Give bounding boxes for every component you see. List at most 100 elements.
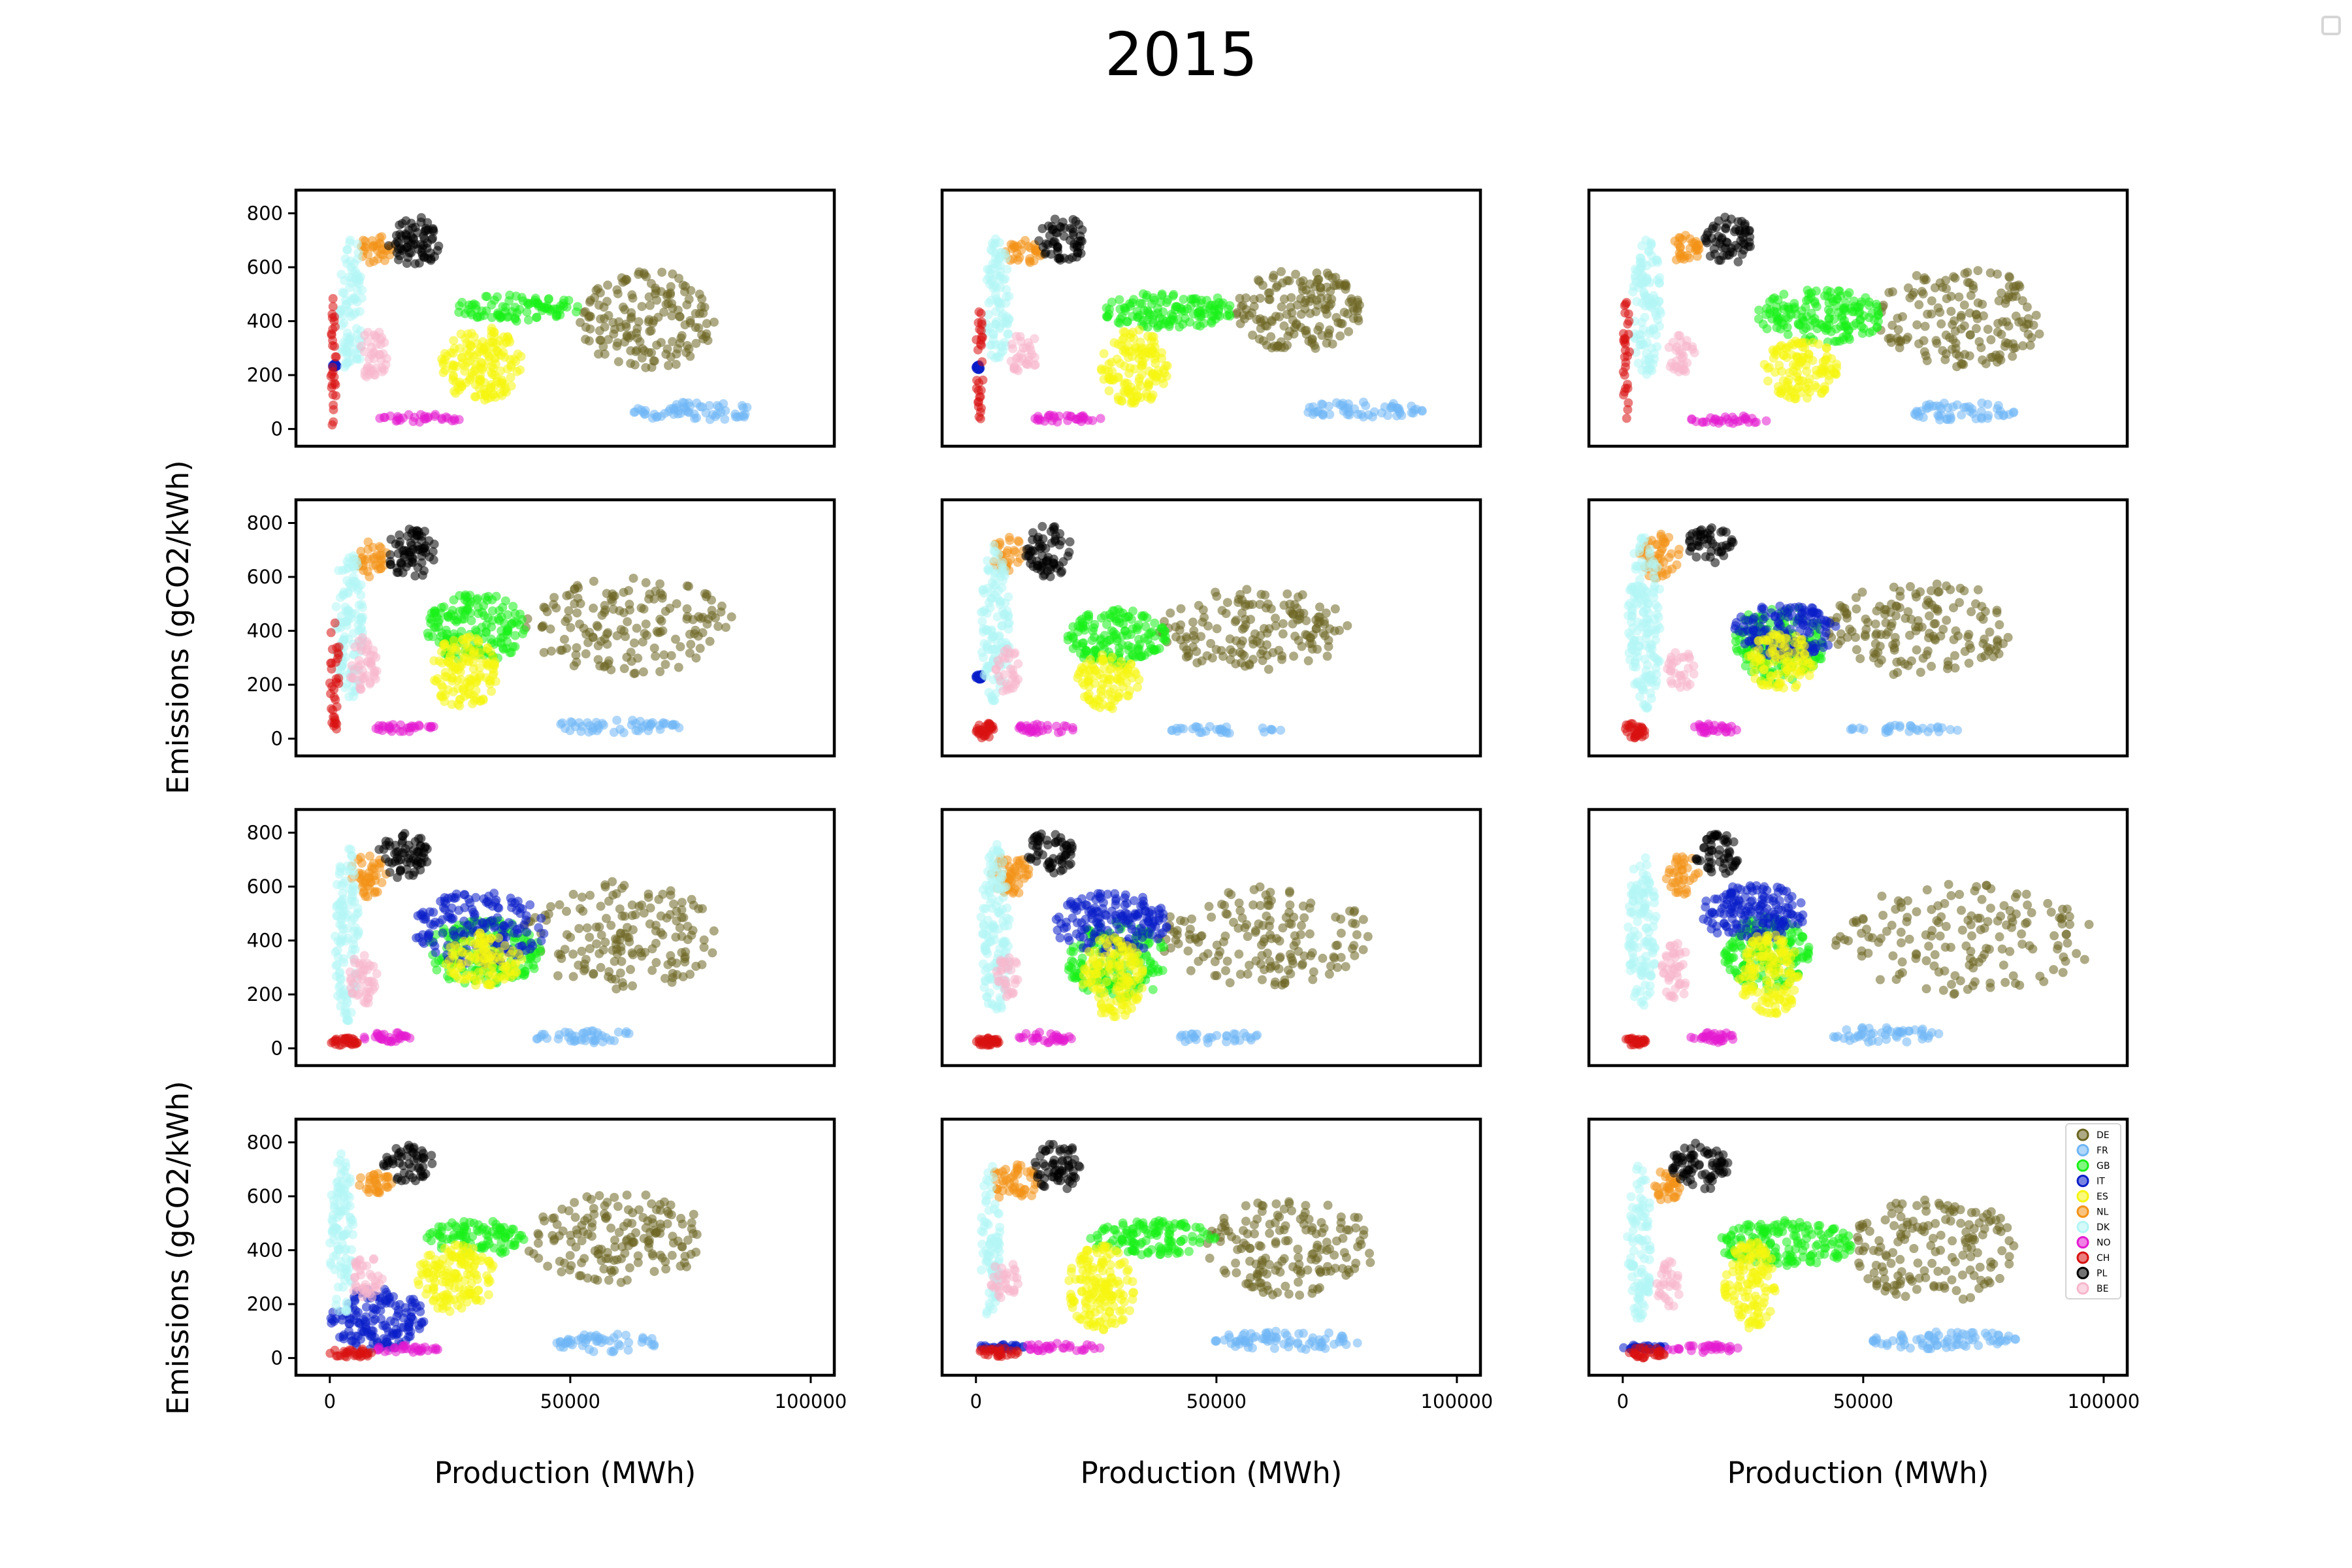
point-GB — [1115, 295, 1124, 304]
point-ES — [1765, 363, 1774, 372]
checkbox-icon[interactable] — [2321, 16, 2341, 35]
point-DE — [1914, 300, 1924, 310]
point-FR — [665, 404, 675, 414]
point-PL — [395, 530, 404, 540]
point-ES — [438, 368, 448, 378]
point-NL — [1013, 557, 1022, 567]
point-DE — [1965, 351, 1974, 361]
point-CH — [1622, 298, 1631, 307]
point-CH — [330, 618, 340, 628]
point-DE — [1271, 312, 1281, 321]
point-NL — [372, 551, 382, 561]
point-ES — [1806, 664, 1816, 674]
point-DK — [1641, 703, 1651, 713]
point-ES — [1120, 345, 1130, 354]
point-GB — [1150, 295, 1160, 305]
point-NL — [363, 545, 373, 555]
point-DE — [1965, 330, 1975, 340]
point-DE — [630, 360, 640, 370]
point-DE — [659, 307, 669, 317]
point-DE — [1912, 645, 1921, 655]
point-DE — [1194, 600, 1203, 610]
point-NL — [1010, 547, 1020, 557]
point-DE — [638, 637, 647, 647]
point-FR — [705, 415, 715, 425]
point-CH — [326, 689, 335, 698]
point-PL — [385, 559, 395, 569]
point-ES — [475, 647, 485, 657]
point-DE — [1240, 601, 1250, 611]
point-DK — [984, 598, 994, 608]
point-GB — [500, 596, 510, 606]
point-BE — [378, 367, 387, 376]
axes-frame — [1587, 498, 2129, 758]
point-PL — [1037, 521, 1047, 531]
point-NL — [1656, 532, 1666, 541]
point-CH — [1623, 351, 1633, 361]
point-PL — [1699, 534, 1709, 544]
point-DK — [977, 647, 987, 657]
point-BE — [1676, 683, 1685, 692]
point-DE — [686, 286, 696, 295]
point-DE — [1952, 349, 1961, 359]
point-DE — [1255, 600, 1265, 610]
point-DE — [566, 623, 576, 632]
point-DE — [1912, 270, 1921, 280]
point-DE — [1277, 342, 1286, 352]
point-GB — [1188, 295, 1198, 304]
point-CH — [328, 363, 338, 372]
point-BE — [1666, 676, 1676, 686]
point-ES — [1090, 665, 1100, 675]
point-DE — [1292, 319, 1301, 329]
point-IT — [1808, 607, 1818, 617]
point-ES — [1150, 342, 1160, 352]
point-DE — [1927, 309, 1936, 319]
point-DE — [1324, 642, 1333, 651]
point-GB — [1138, 289, 1148, 299]
point-GB — [493, 292, 502, 302]
point-ES — [1832, 359, 1842, 369]
point-BE — [1666, 655, 1676, 665]
point-DK — [342, 358, 352, 368]
point-NO — [449, 414, 459, 423]
point-DE — [1284, 276, 1294, 286]
point-DE — [1231, 659, 1241, 669]
point-NL — [1675, 242, 1685, 252]
point-ES — [1120, 361, 1130, 371]
point-DE — [2004, 282, 2014, 291]
point-NL — [1024, 242, 1034, 252]
point-ES — [440, 355, 449, 365]
point-ES — [1144, 367, 1154, 376]
point-DE — [1287, 308, 1297, 318]
point-GB — [1758, 319, 1768, 329]
point-DK — [1653, 257, 1663, 267]
point-BE — [354, 656, 364, 665]
point-DK — [342, 615, 352, 625]
point-DE — [1330, 626, 1339, 636]
point-ES — [1146, 395, 1156, 404]
point-DK — [983, 556, 992, 566]
point-DK — [1626, 585, 1636, 595]
point-DE — [641, 578, 651, 587]
subplot-2 — [940, 188, 1482, 448]
point-DE — [1331, 272, 1341, 282]
point-DE — [1914, 339, 1923, 349]
point-ES — [1768, 345, 1778, 355]
point-DE — [1242, 585, 1252, 595]
point-ES — [476, 390, 485, 400]
point-FR — [1953, 725, 1963, 735]
point-GB — [1196, 312, 1206, 321]
point-DE — [1933, 587, 1943, 597]
point-PL — [417, 536, 427, 546]
scatter-points — [971, 521, 1352, 743]
point-DE — [1279, 600, 1289, 610]
point-DE — [1960, 647, 1970, 657]
point-DE — [1872, 606, 1882, 616]
point-DE — [1249, 295, 1259, 304]
point-DK — [1000, 338, 1009, 348]
point-DK — [331, 602, 341, 612]
point-DK — [1639, 325, 1648, 335]
point-ES — [465, 375, 474, 385]
point-DE — [1887, 287, 1897, 297]
point-DK — [1648, 674, 1658, 684]
